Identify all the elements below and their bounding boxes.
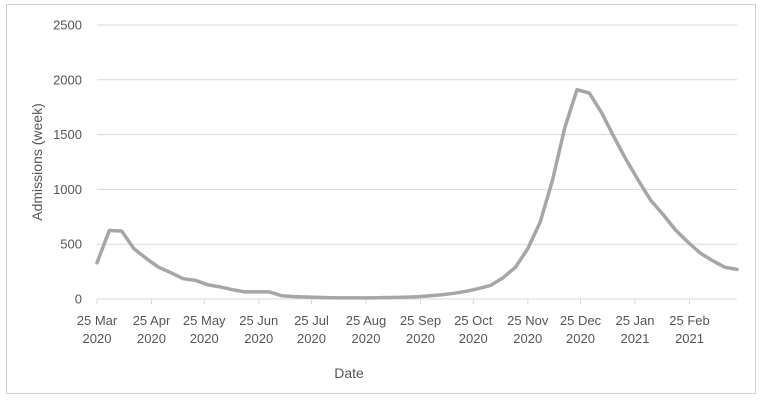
x-tick-year: 2020	[459, 331, 488, 346]
x-tick-label: 25 Jan	[615, 313, 654, 328]
x-tick-year: 2020	[137, 331, 166, 346]
x-tick-label: 25 Dec	[560, 313, 602, 328]
x-tick-year: 2020	[566, 331, 595, 346]
y-tick-label: 2000	[53, 72, 82, 87]
x-tick-year: 2020	[352, 331, 381, 346]
x-tick-year: 2020	[83, 331, 112, 346]
x-tick-labels: 25 Mar 2020 25 Apr 2020 25 May 2020 25 Jun 2020…	[77, 313, 710, 346]
x-tick-label: 25 Aug	[346, 313, 387, 328]
y-tick-label: 0	[75, 292, 82, 307]
x-tick-label: 25 Mar	[77, 313, 118, 328]
y-tick-label: 2500	[53, 18, 82, 33]
x-tick-year: 2020	[513, 331, 542, 346]
x-tick-year: 2020	[406, 331, 435, 346]
x-tick-label: 25 Apr	[133, 313, 171, 328]
x-tick-label: 25 Feb	[669, 313, 709, 328]
y-tick-label: 500	[60, 237, 82, 252]
x-tick-label: 25 Oct	[454, 313, 493, 328]
x-tick-label: 25 Nov	[507, 313, 549, 328]
x-tick-label: 25 Sep	[400, 313, 441, 328]
series-line	[95, 87, 739, 300]
x-axis-title: Date	[334, 365, 364, 381]
x-tick-label: 25 May	[183, 313, 226, 328]
x-tick-year: 2021	[621, 331, 650, 346]
y-axis-title: Admissions (week)	[29, 103, 45, 220]
x-tick-year: 2020	[297, 331, 326, 346]
x-tick-label: 25 Jul	[294, 313, 329, 328]
x-axis	[96, 298, 737, 304]
x-tick-year: 2020	[190, 331, 219, 346]
y-tick-labels: 0 500 1000 1500 2000 2500	[53, 18, 82, 307]
grid-lines	[97, 24, 737, 245]
x-tick-label: 25 Jun	[239, 313, 278, 328]
x-tick-year: 2020	[244, 331, 273, 346]
y-tick-label: 1500	[53, 127, 82, 142]
chart-frame	[6, 4, 756, 394]
y-tick-label: 1000	[53, 182, 82, 197]
x-tick-year: 2021	[675, 331, 704, 346]
